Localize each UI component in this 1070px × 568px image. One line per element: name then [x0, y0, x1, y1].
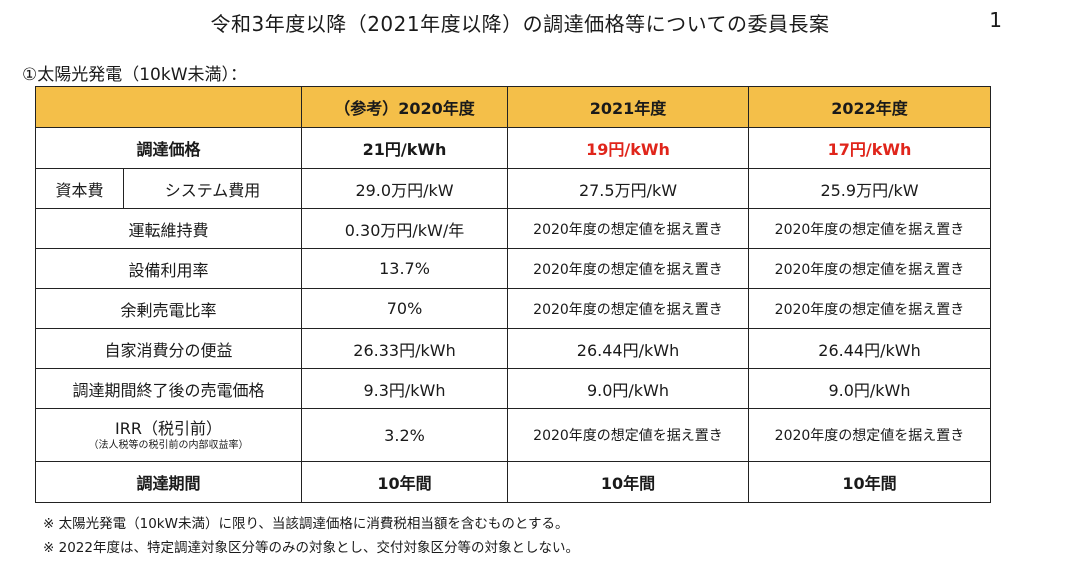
self-2021: 26.44円/kWh	[507, 328, 749, 369]
period-2022: 10年間	[748, 461, 991, 503]
header-2022: 2022年度	[748, 86, 991, 128]
row-label-after-period: 調達期間終了後の売電価格	[35, 368, 302, 409]
price-2022: 17円/kWh	[748, 127, 991, 169]
system-cost-2020: 29.0万円/kW	[301, 168, 508, 209]
price-2021: 19円/kWh	[507, 127, 749, 169]
table-row-capacity: 設備利用率 13.7% 2020年度の想定値を据え置き 2020年度の想定値を据…	[35, 248, 991, 289]
self-2020: 26.33円/kWh	[301, 328, 508, 369]
row-group-capital: 資本費	[35, 168, 124, 209]
row-label-surplus: 余剰売電比率	[35, 288, 302, 329]
row-label-irr-cell: IRR（税引前） （法人税等の税引前の内部収益率）	[35, 408, 302, 462]
table-row-irr: IRR（税引前） （法人税等の税引前の内部収益率） 3.2% 2020年度の想定…	[35, 408, 991, 462]
table-row-system-cost: 資本費 システム費用 29.0万円/kW 27.5万円/kW 25.9万円/kW	[35, 168, 991, 209]
price-2020: 21円/kWh	[301, 127, 508, 169]
capacity-2020: 13.7%	[301, 248, 508, 289]
row-label-om: 運転維持費	[35, 208, 302, 249]
table-row-self-consumption: 自家消費分の便益 26.33円/kWh 26.44円/kWh 26.44円/kW…	[35, 328, 991, 369]
row-label-capacity: 設備利用率	[35, 248, 302, 289]
row-sublabel-irr: （法人税等の税引前の内部収益率）	[88, 439, 249, 451]
om-2021: 2020年度の想定値を据え置き	[507, 208, 749, 249]
surplus-2021: 2020年度の想定値を据え置き	[507, 288, 749, 329]
irr-2020: 3.2%	[301, 408, 508, 462]
section-title: ①太陽光発電（10kW未満）：	[22, 65, 248, 85]
header-blank	[35, 86, 302, 128]
after-2022: 9.0円/kWh	[748, 368, 991, 409]
period-2021: 10年間	[507, 461, 749, 503]
self-2022: 26.44円/kWh	[748, 328, 991, 369]
system-cost-2021: 27.5万円/kW	[507, 168, 749, 209]
surplus-2020: 70%	[301, 288, 508, 329]
irr-2021: 2020年度の想定値を据え置き	[507, 408, 749, 462]
table-row-period: 調達期間 10年間 10年間 10年間	[35, 461, 991, 503]
document-title: 令和3年度以降（2021年度以降）の調達価格等についての委員長案	[210, 12, 830, 36]
table-row-surplus: 余剰売電比率 70% 2020年度の想定値を据え置き 2020年度の想定値を据え…	[35, 288, 991, 329]
period-2020: 10年間	[301, 461, 508, 503]
row-label-period: 調達期間	[35, 461, 302, 503]
om-2022: 2020年度の想定値を据え置き	[748, 208, 991, 249]
row-label-system-cost: システム費用	[123, 168, 302, 209]
om-2020: 0.30万円/kW/年	[301, 208, 508, 249]
after-2021: 9.0円/kWh	[507, 368, 749, 409]
surplus-2022: 2020年度の想定値を据え置き	[748, 288, 991, 329]
footnote-1: ※ 太陽光発電（10kW未満）に限り、当該調達価格に消費税相当額を含むものとする…	[43, 516, 569, 532]
procurement-price-table: （参考）2020年度 2021年度 2022年度 調達価格 21円/kWh 19…	[35, 86, 991, 503]
footnotes: ※ 太陽光発電（10kW未満）に限り、当該調達価格に消費税相当額を含むものとする…	[43, 512, 579, 560]
header-2021: 2021年度	[507, 86, 749, 128]
table-row-price: 調達価格 21円/kWh 19円/kWh 17円/kWh	[35, 127, 991, 169]
after-2020: 9.3円/kWh	[301, 368, 508, 409]
footnote-2: ※ 2022年度は、特定調達対象区分等のみの対象とし、交付対象区分等の対象としな…	[43, 540, 579, 556]
capacity-2022: 2020年度の想定値を据え置き	[748, 248, 991, 289]
table-row-after-period: 調達期間終了後の売電価格 9.3円/kWh 9.0円/kWh 9.0円/kWh	[35, 368, 991, 409]
row-label-self-consumption: 自家消費分の便益	[35, 328, 302, 369]
page-number: 1	[989, 8, 1002, 32]
row-label-irr: IRR（税引前）	[115, 418, 222, 438]
system-cost-2022: 25.9万円/kW	[748, 168, 991, 209]
irr-2022: 2020年度の想定値を据え置き	[748, 408, 991, 462]
header-2020: （参考）2020年度	[301, 86, 508, 128]
capacity-2021: 2020年度の想定値を据え置き	[507, 248, 749, 289]
table-header-row: （参考）2020年度 2021年度 2022年度	[35, 86, 991, 128]
table-row-om: 運転維持費 0.30万円/kW/年 2020年度の想定値を据え置き 2020年度…	[35, 208, 991, 249]
row-label-price: 調達価格	[35, 127, 302, 169]
